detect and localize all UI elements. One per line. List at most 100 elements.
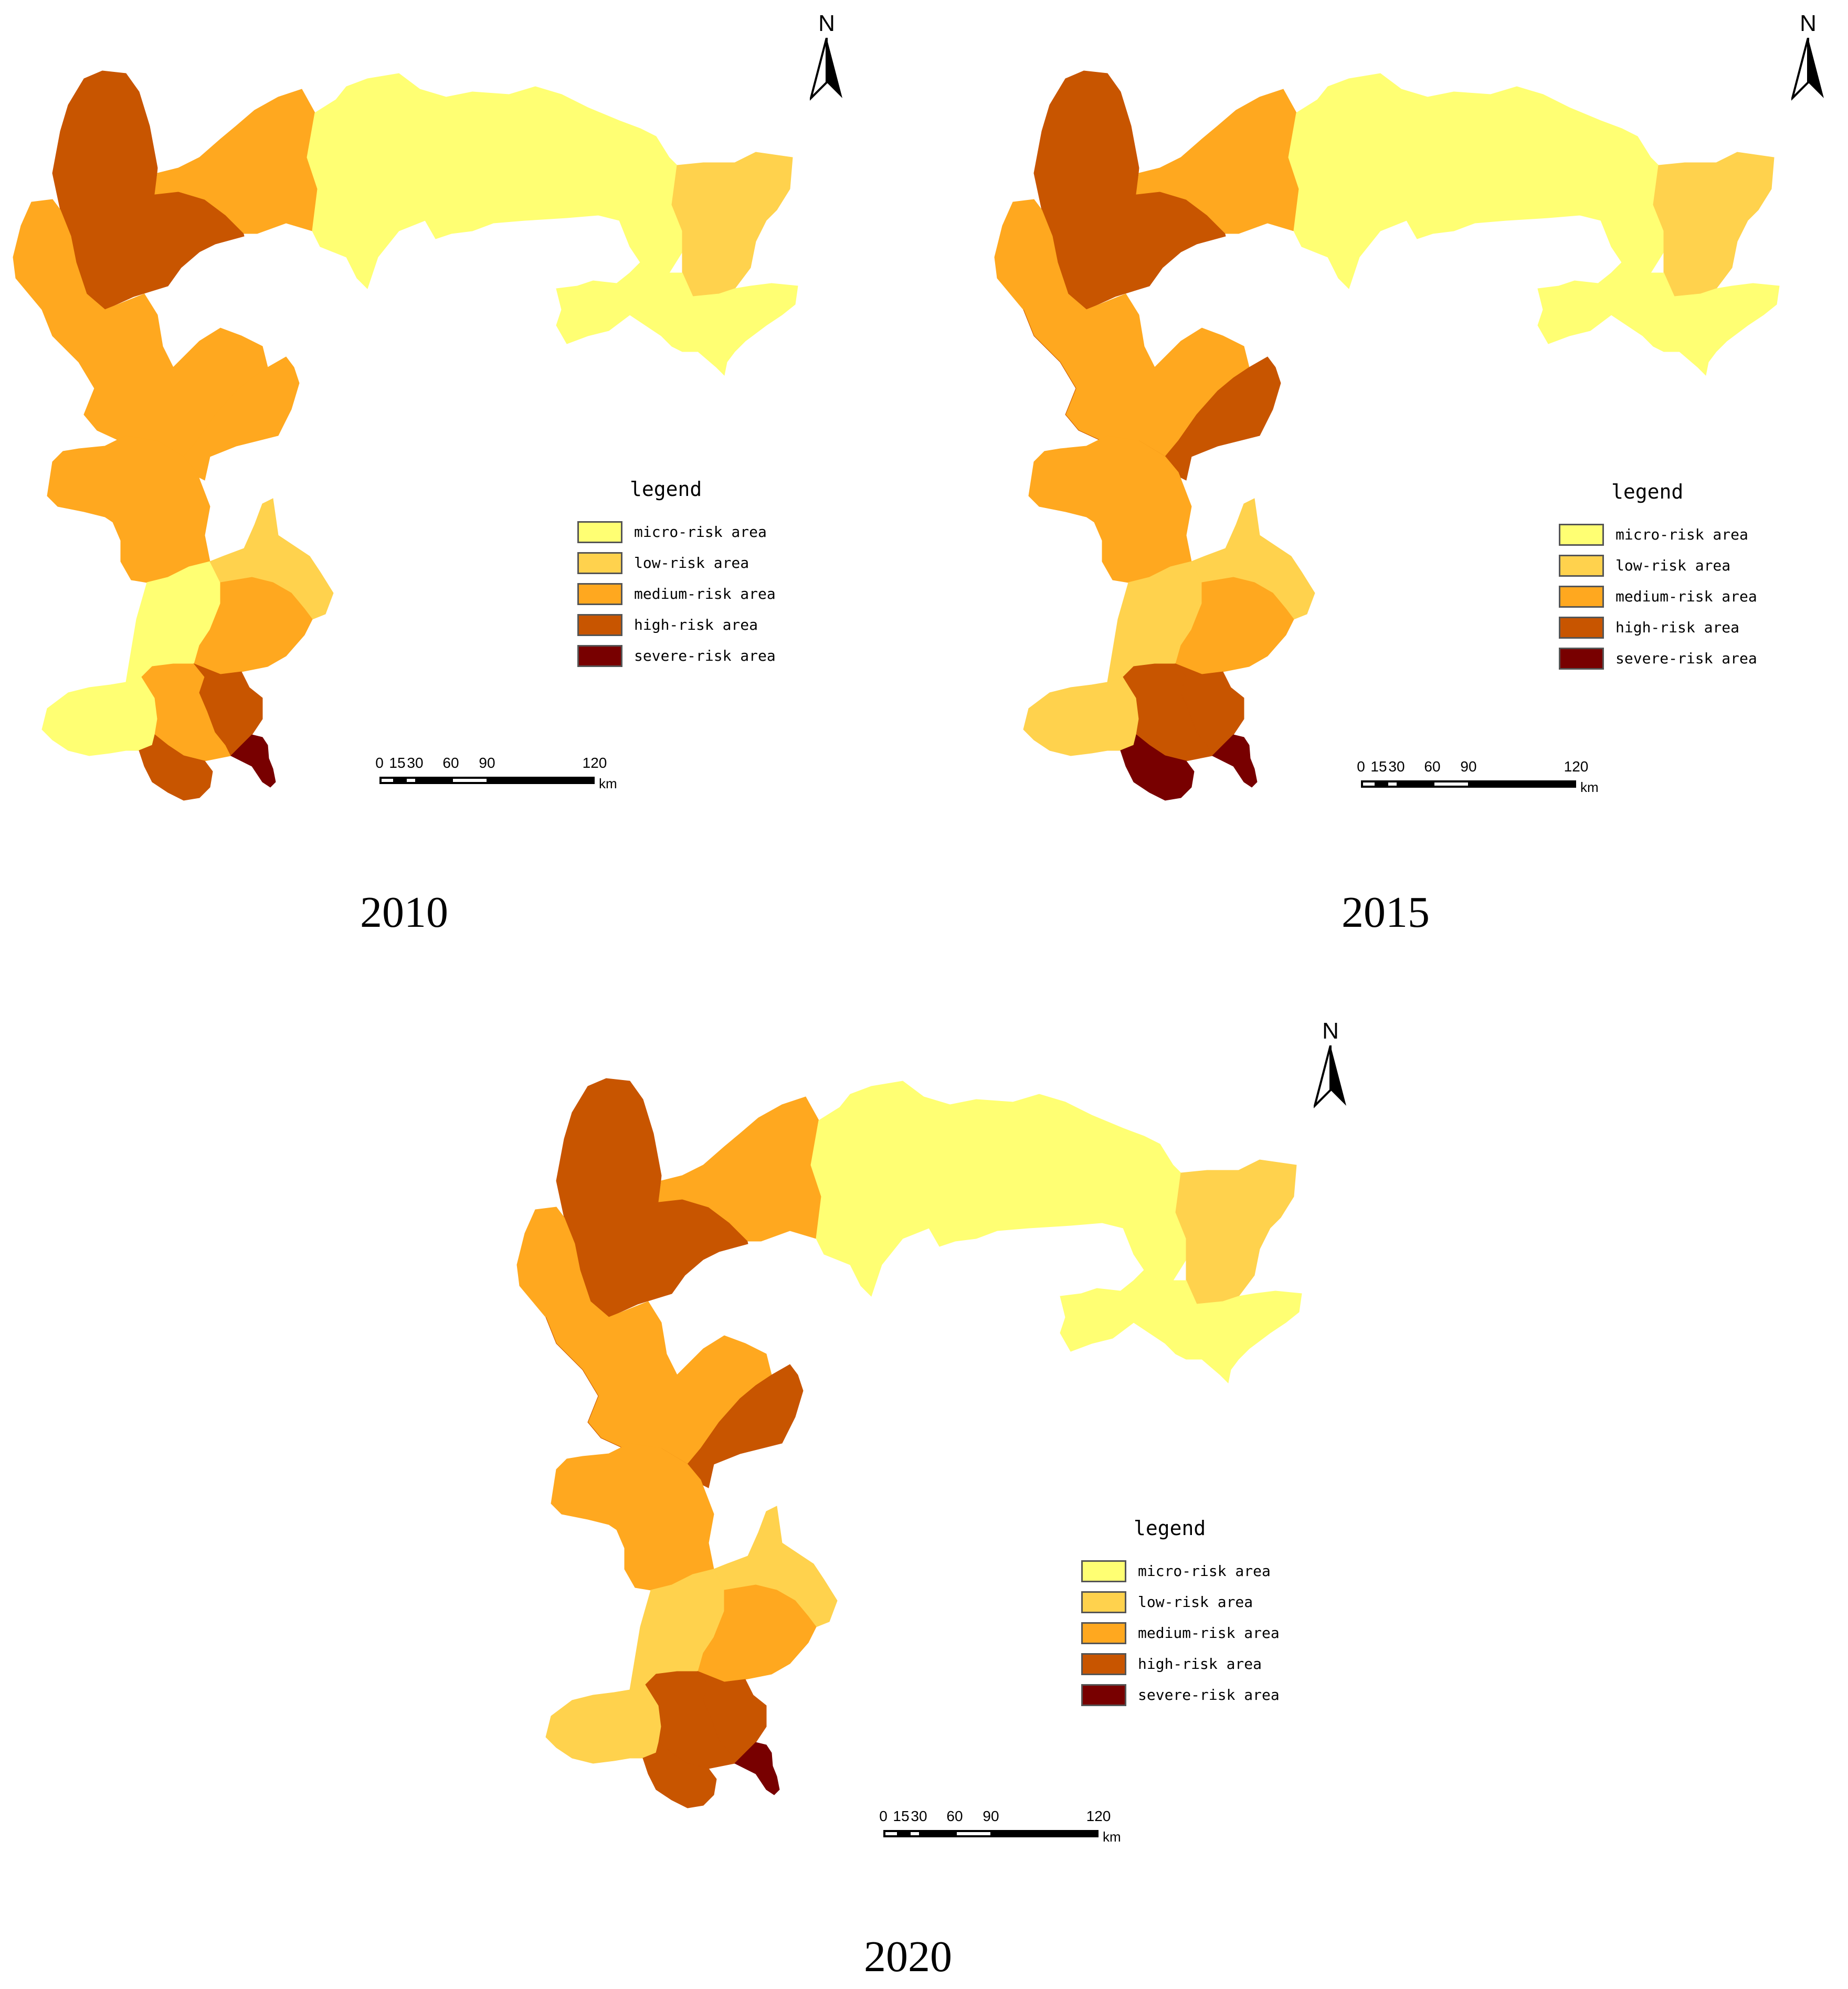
region-sw-bottom bbox=[1023, 676, 1139, 756]
legend-item-low: low-risk area bbox=[1559, 550, 1757, 581]
scale-bar-line bbox=[883, 1830, 1099, 1837]
legend-title: legend bbox=[630, 478, 702, 501]
scale-tick-label: 90 bbox=[1460, 758, 1477, 775]
legend-item-micro: micro-risk area bbox=[577, 516, 776, 547]
scale-tick-label: 120 bbox=[1564, 758, 1589, 775]
map-panel-2010: N legend micro-risk area low-risk area medi… bbox=[0, 0, 913, 945]
legend-label-medium: medium-risk area bbox=[1138, 1624, 1280, 1642]
legend-label-medium: medium-risk area bbox=[1615, 588, 1757, 605]
legend-item-high: high-risk area bbox=[1559, 612, 1757, 643]
region-south-tip bbox=[1120, 734, 1195, 801]
scale-unit-label: km bbox=[1580, 779, 1599, 795]
legend-swatch-medium bbox=[577, 583, 622, 605]
risk-map-2020 bbox=[516, 1078, 1302, 1808]
legend-label-severe: severe-risk area bbox=[1615, 650, 1757, 667]
legend-swatch-high bbox=[1081, 1653, 1126, 1675]
legend-label-low: low-risk area bbox=[1138, 1593, 1253, 1611]
legend-swatch-low bbox=[577, 552, 622, 574]
region-center-top bbox=[810, 1081, 1187, 1297]
region-mid-north bbox=[545, 1317, 804, 1488]
legend-label-severe: severe-risk area bbox=[1138, 1686, 1280, 1704]
region-south-center bbox=[1175, 577, 1294, 675]
scale-tick-label: 15 bbox=[893, 1808, 910, 1824]
legend-item-micro: micro-risk area bbox=[1081, 1556, 1280, 1586]
legend-title: legend bbox=[1134, 1517, 1206, 1540]
region-south-center bbox=[194, 577, 313, 675]
scale-tick-label: 120 bbox=[582, 755, 607, 771]
legend-label-high: high-risk area bbox=[634, 616, 758, 633]
scale-tick-label: 30 bbox=[407, 755, 424, 771]
scale-unit-label: km bbox=[599, 776, 617, 791]
north-label: N bbox=[818, 10, 835, 36]
region-south-center bbox=[698, 1584, 817, 1683]
scale-tick-label: 30 bbox=[911, 1808, 927, 1824]
north-arrow-icon bbox=[1791, 38, 1824, 101]
scale-bar-segment bbox=[911, 1832, 919, 1835]
scale-tick-label: 90 bbox=[983, 1808, 999, 1824]
map-panel-2020: N legend micro-risk area low-risk area medi… bbox=[504, 1008, 1365, 1984]
legend-2015: legend micro-risk area low-risk area medium… bbox=[1559, 480, 1757, 674]
scale-bar-segment bbox=[1434, 782, 1468, 786]
region-east-top bbox=[1653, 152, 1775, 297]
scale-bar-segment bbox=[1363, 782, 1375, 786]
year-label-2010: 2010 bbox=[360, 888, 448, 937]
legend-swatch-medium bbox=[1559, 585, 1604, 608]
legend-item-low: low-risk area bbox=[577, 547, 776, 578]
region-sw-bottom bbox=[41, 676, 158, 756]
scale-bar-2020: 0 15 30 60 90 120 km bbox=[879, 1808, 1125, 1855]
legend-swatch-low bbox=[1081, 1591, 1126, 1613]
legend-item-severe: severe-risk area bbox=[1559, 643, 1757, 674]
region-east-bottom bbox=[1060, 1269, 1302, 1384]
legend-2020: legend micro-risk area low-risk area medium… bbox=[1081, 1517, 1280, 1710]
north-arrow-icon bbox=[1314, 1045, 1346, 1108]
risk-map-2010 bbox=[13, 70, 798, 801]
legend-label-high: high-risk area bbox=[1615, 619, 1740, 636]
legend-2010: legend micro-risk area low-risk area medium… bbox=[577, 478, 776, 671]
legend-label-micro: micro-risk area bbox=[634, 523, 767, 541]
region-se-tip bbox=[1212, 734, 1258, 788]
north-arrow-2020: N bbox=[1310, 1018, 1351, 1108]
scale-bar-2010: 0 15 30 60 90 120 km bbox=[375, 755, 621, 802]
region-east-bottom bbox=[556, 262, 798, 376]
north-arrow-icon bbox=[810, 38, 842, 101]
region-east-top bbox=[671, 152, 793, 297]
risk-map-2015 bbox=[994, 70, 1780, 801]
legend-item-medium: medium-risk area bbox=[1081, 1617, 1280, 1648]
map-panel-2015: N legend micro-risk area low-risk area medi… bbox=[981, 0, 1842, 945]
scale-tick-label: 15 bbox=[389, 755, 406, 771]
legend-item-high: high-risk area bbox=[1081, 1648, 1280, 1679]
region-center-top bbox=[1288, 73, 1664, 289]
legend-label-micro: micro-risk area bbox=[1138, 1562, 1271, 1580]
north-label: N bbox=[1800, 10, 1817, 36]
legend-swatch-micro bbox=[1559, 523, 1604, 546]
region-south-tip bbox=[642, 1742, 717, 1808]
scale-bar-2015: 0 15 30 60 90 120 km bbox=[1357, 758, 1602, 806]
region-se-tip bbox=[734, 1742, 780, 1795]
scale-tick-label: 0 bbox=[879, 1808, 888, 1824]
legend-item-severe: severe-risk area bbox=[577, 640, 776, 671]
legend-swatch-severe bbox=[1081, 1684, 1126, 1706]
scale-tick-label: 60 bbox=[442, 755, 459, 771]
scale-unit-label: km bbox=[1103, 1829, 1121, 1845]
legend-label-low: low-risk area bbox=[634, 554, 749, 572]
legend-item-medium: medium-risk area bbox=[577, 578, 776, 609]
region-sw-bottom bbox=[545, 1684, 662, 1764]
legend-swatch-micro bbox=[577, 521, 622, 543]
region-south-tip bbox=[139, 734, 213, 801]
legend-label-low: low-risk area bbox=[1615, 557, 1731, 574]
legend-label-medium: medium-risk area bbox=[634, 585, 776, 602]
legend-item-severe: severe-risk area bbox=[1081, 1679, 1280, 1710]
scale-tick-label: 60 bbox=[1424, 758, 1441, 775]
scale-bar-segment bbox=[885, 1832, 897, 1835]
legend-swatch-low bbox=[1559, 554, 1604, 577]
scale-tick-label: 0 bbox=[375, 755, 384, 771]
region-east-bottom bbox=[1537, 262, 1780, 376]
legend-label-severe: severe-risk area bbox=[634, 647, 776, 664]
legend-swatch-medium bbox=[1081, 1622, 1126, 1644]
scale-tick-label: 0 bbox=[1357, 758, 1365, 775]
scale-bar-line bbox=[1361, 780, 1576, 788]
scale-bar-segment bbox=[957, 1832, 990, 1835]
legend-item-medium: medium-risk area bbox=[1559, 581, 1757, 612]
north-arrow-2015: N bbox=[1787, 10, 1829, 101]
legend-label-high: high-risk area bbox=[1138, 1655, 1262, 1673]
